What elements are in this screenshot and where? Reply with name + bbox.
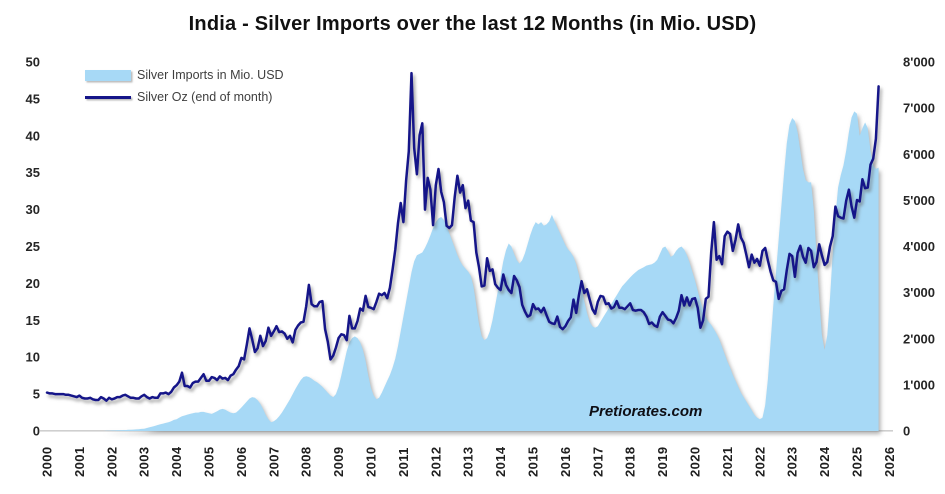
left-axis-tick-label: 35 (26, 165, 40, 180)
right-axis-tick-label: 1'000 (903, 377, 935, 392)
right-axis-tick-label: 6'000 (903, 147, 935, 162)
x-axis-year-label: 2005 (202, 446, 217, 477)
right-axis-tick-label: 8'000 (903, 55, 935, 70)
left-axis-tick-label: 20 (26, 276, 40, 291)
left-axis-tick-label: 10 (26, 350, 40, 365)
silver-oz-line-swatch-icon (85, 95, 131, 99)
legend-item-imports: Silver Imports in Mio. USD (85, 64, 284, 86)
x-axis-year-label: 2008 (299, 446, 314, 477)
x-axis-year-label: 2003 (137, 446, 152, 477)
x-axis-year-label: 2013 (461, 446, 476, 477)
x-axis-year-label: 2014 (493, 446, 508, 477)
x-axis-year-label: 2011 (396, 447, 411, 477)
x-axis-year-label: 2024 (817, 446, 832, 477)
left-axis-tick-label: 40 (26, 128, 40, 143)
x-axis-year-label: 2001 (72, 446, 87, 477)
x-axis-year-label: 2015 (526, 446, 541, 477)
x-axis-year-label: 2007 (266, 446, 281, 477)
x-axis-year-label: 2020 (688, 446, 703, 477)
x-axis-year-label: 2006 (234, 446, 249, 477)
legend-label-imports: Silver Imports in Mio. USD (137, 68, 284, 82)
right-axis-tick-label: 3'000 (903, 285, 935, 300)
right-axis-tick-label: 5'000 (903, 193, 935, 208)
legend-item-silver-oz: Silver Oz (end of month) (85, 86, 284, 108)
imports-area-swatch-icon (85, 69, 131, 81)
x-axis-year-label: 2021 (720, 446, 735, 477)
x-axis-year-label: 2016 (558, 446, 573, 477)
x-axis-year-label: 2012 (428, 446, 443, 477)
x-axis-year-label: 2025 (850, 446, 865, 477)
x-axis-year-label: 2023 (785, 446, 800, 477)
watermark: Pretiorates.com (589, 403, 703, 420)
right-axis-tick-label: 7'000 (903, 101, 935, 116)
x-axis-year-label: 2002 (104, 446, 119, 477)
x-axis-year-label: 2010 (364, 446, 379, 477)
x-axis-year-label: 2018 (623, 446, 638, 477)
imports-area-series (47, 111, 879, 432)
left-axis-tick-label: 50 (26, 55, 40, 70)
left-axis-tick-label: 0 (33, 424, 40, 439)
right-axis-tick-label: 2'000 (903, 331, 935, 346)
left-axis-tick-label: 30 (26, 202, 40, 217)
left-axis-tick-label: 45 (26, 91, 40, 106)
x-axis-year-label: 2022 (752, 446, 767, 477)
left-axis-tick-label: 15 (26, 313, 40, 328)
silver-oz-line-series (45, 71, 880, 402)
x-axis-year-label: 2019 (655, 446, 670, 477)
legend-label-silver-oz: Silver Oz (end of month) (137, 90, 273, 104)
left-axis-tick-label: 25 (26, 239, 40, 254)
x-axis-year-label: 2017 (590, 446, 605, 477)
x-axis-year-label: 2004 (169, 446, 184, 477)
right-axis-tick-label: 0 (903, 424, 910, 439)
left-axis-tick-label: 5 (33, 387, 40, 402)
chart-title: India - Silver Imports over the last 12 … (188, 13, 757, 35)
x-axis-year-label: 2026 (882, 446, 897, 477)
x-axis-year-label: 2000 (40, 446, 55, 477)
legend: Silver Imports in Mio. USD Silver Oz (en… (85, 64, 284, 108)
right-axis-tick-label: 4'000 (903, 239, 935, 254)
x-axis-year-label: 2009 (331, 446, 346, 477)
